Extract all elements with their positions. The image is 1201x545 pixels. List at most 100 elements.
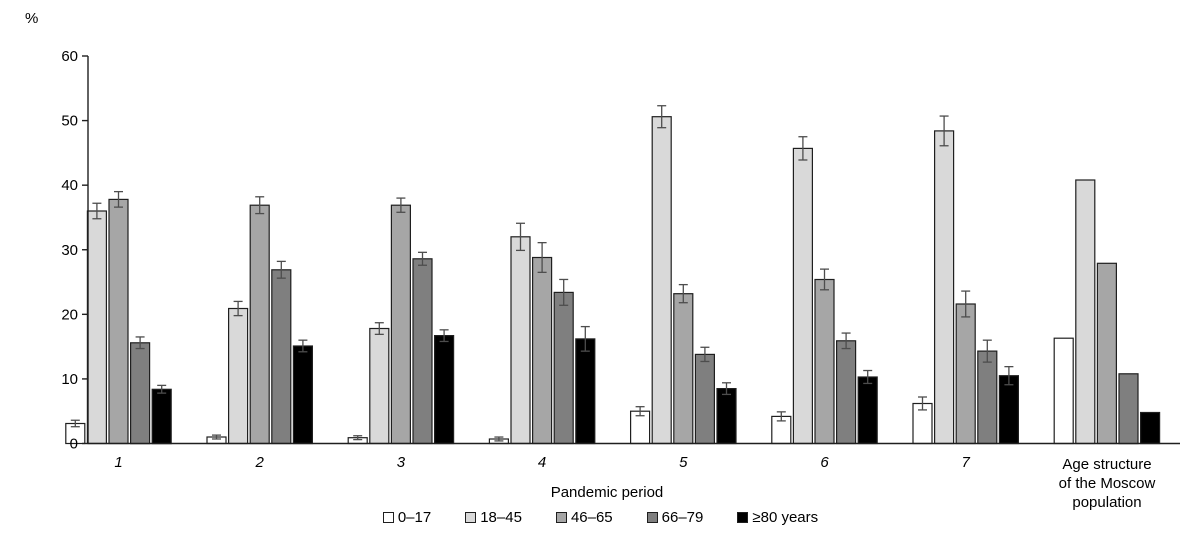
error-bar: [92, 202, 102, 220]
error-bar: [494, 436, 504, 442]
bar: [1118, 373, 1139, 445]
x-group-label: 6: [820, 454, 829, 471]
bar: [390, 204, 411, 445]
legend-label: 18–45: [480, 509, 522, 526]
x-group-label: 3: [397, 454, 406, 471]
y-tick-label: 20: [61, 306, 78, 323]
error-bar: [212, 434, 221, 440]
error-bar: [353, 435, 363, 441]
bar: [130, 342, 151, 445]
error-bar: [700, 346, 710, 363]
axes-layer: 1 2 3 4 5 6 7 0 10 20 30 40 50 60: [61, 48, 1180, 471]
error-bar: [657, 105, 667, 129]
bar: [369, 327, 390, 445]
bar: [1075, 179, 1096, 445]
legend-item: 0–17: [382, 509, 432, 526]
bar: [792, 147, 814, 445]
bar: [249, 204, 270, 445]
legend-swatch: [737, 512, 749, 523]
error-bar: [135, 336, 145, 350]
error-bar: [635, 406, 645, 417]
bar: [228, 307, 249, 445]
error-bar: [722, 382, 731, 396]
error-bar: [841, 332, 851, 350]
error-bar: [537, 241, 547, 274]
bar: [292, 345, 313, 445]
y-axis-unit-label: %: [25, 10, 38, 27]
error-bar: [863, 369, 873, 385]
legend-item: 18–45: [465, 509, 522, 526]
bar: [716, 388, 737, 445]
bar: [108, 198, 129, 445]
x-group-label: 5: [679, 454, 688, 471]
error-bar: [820, 268, 829, 291]
error-bar: [276, 260, 286, 279]
error-bar: [114, 190, 123, 208]
bar: [857, 376, 878, 445]
bars-layer: [65, 105, 1161, 445]
legend-label: ≥80 years: [752, 509, 819, 526]
bar: [955, 303, 976, 445]
legend-item: 46–65: [555, 509, 613, 526]
y-tick-label: 50: [61, 113, 78, 130]
legend-label: 0–17: [397, 509, 432, 526]
bar: [531, 256, 553, 445]
y-tick-label: 0: [70, 436, 78, 453]
error-bar: [255, 196, 265, 215]
error-bar: [157, 384, 167, 394]
error-bar: [580, 325, 590, 352]
bar: [1096, 262, 1118, 445]
error-bar: [298, 339, 308, 353]
legend-swatch: [382, 512, 394, 523]
moscow-category-label-line2: of the Moscow: [1059, 475, 1156, 492]
legend-label: 66–79: [661, 509, 704, 526]
error-bar: [70, 419, 80, 428]
error-bar: [982, 339, 992, 363]
bar: [510, 236, 531, 445]
bar: [814, 278, 835, 445]
bar: [1139, 411, 1161, 445]
moscow-category-label-line3: population: [1072, 494, 1141, 511]
error-bar: [776, 411, 786, 422]
x-group-label: 1: [114, 454, 122, 471]
y-tick-label: 10: [61, 371, 78, 388]
bar: [651, 116, 672, 445]
legend-label: 46–65: [570, 509, 613, 526]
bar: [434, 335, 455, 445]
error-bar: [678, 283, 688, 304]
legend-swatch: [555, 512, 567, 523]
error-bar: [418, 251, 427, 266]
bar: [1053, 337, 1074, 445]
legend-item: 66–79: [646, 509, 704, 526]
y-tick-label: 40: [61, 177, 78, 194]
bar: [151, 388, 172, 445]
error-bar: [798, 136, 808, 161]
y-tick-label: 30: [61, 242, 78, 259]
error-bar: [961, 290, 971, 318]
x-axis-title: Pandemic period: [551, 484, 664, 501]
error-bar: [516, 222, 525, 252]
legend-swatch: [646, 512, 658, 523]
bar: [86, 210, 108, 445]
error-bar: [939, 115, 949, 147]
error-bar: [374, 322, 384, 336]
bar: [271, 269, 292, 445]
bar: [835, 340, 857, 445]
error-bar: [396, 197, 406, 213]
bar: [977, 350, 998, 445]
error-bar: [918, 396, 927, 411]
error-bar: [1004, 365, 1014, 386]
bar: [575, 338, 596, 445]
bar: [998, 375, 1020, 445]
error-bar: [559, 278, 569, 306]
error-bar: [439, 329, 449, 343]
y-tick-label: 60: [61, 48, 78, 65]
legend: 0–17 18–45 46–65 66–79 ≥80 years: [0, 509, 1201, 526]
error-bar: [233, 300, 243, 317]
bar: [673, 293, 694, 445]
legend-item: ≥80 years: [737, 509, 818, 526]
bar: [933, 130, 955, 445]
bar: [412, 258, 433, 445]
x-group-label: 4: [538, 454, 546, 471]
